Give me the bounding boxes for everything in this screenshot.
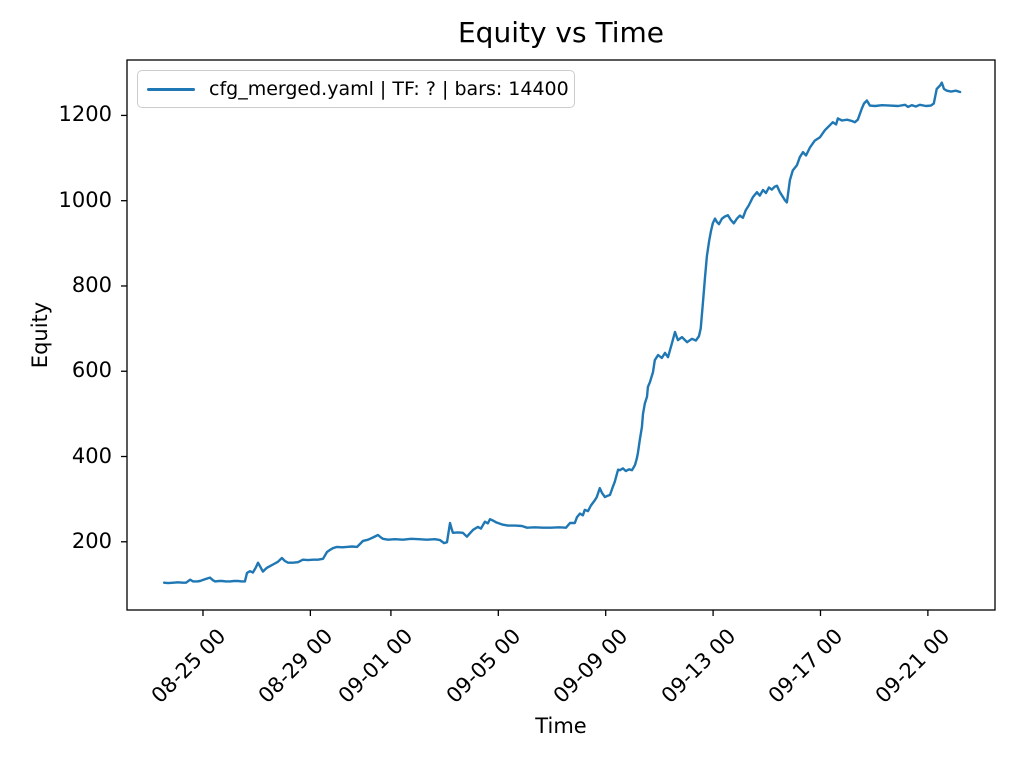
- x-axis-label: Time: [535, 714, 587, 738]
- y-tick-label: 600: [71, 358, 112, 383]
- equity-series-line: [162, 81, 962, 585]
- y-tick-label: 200: [71, 528, 112, 553]
- y-tick-label: 800: [71, 273, 112, 298]
- y-tick-label: 1000: [58, 187, 112, 212]
- axes-frame: [126, 59, 996, 611]
- legend: cfg_merged.yaml | TF: ? | bars: 14400: [137, 70, 575, 108]
- y-tick-label: 1200: [58, 102, 112, 127]
- y-tick-label: 400: [71, 443, 112, 468]
- chart-title: Equity vs Time: [457, 16, 665, 49]
- legend-line-sample: [147, 87, 195, 91]
- legend-label: cfg_merged.yaml | TF: ? | bars: 14400: [209, 78, 569, 100]
